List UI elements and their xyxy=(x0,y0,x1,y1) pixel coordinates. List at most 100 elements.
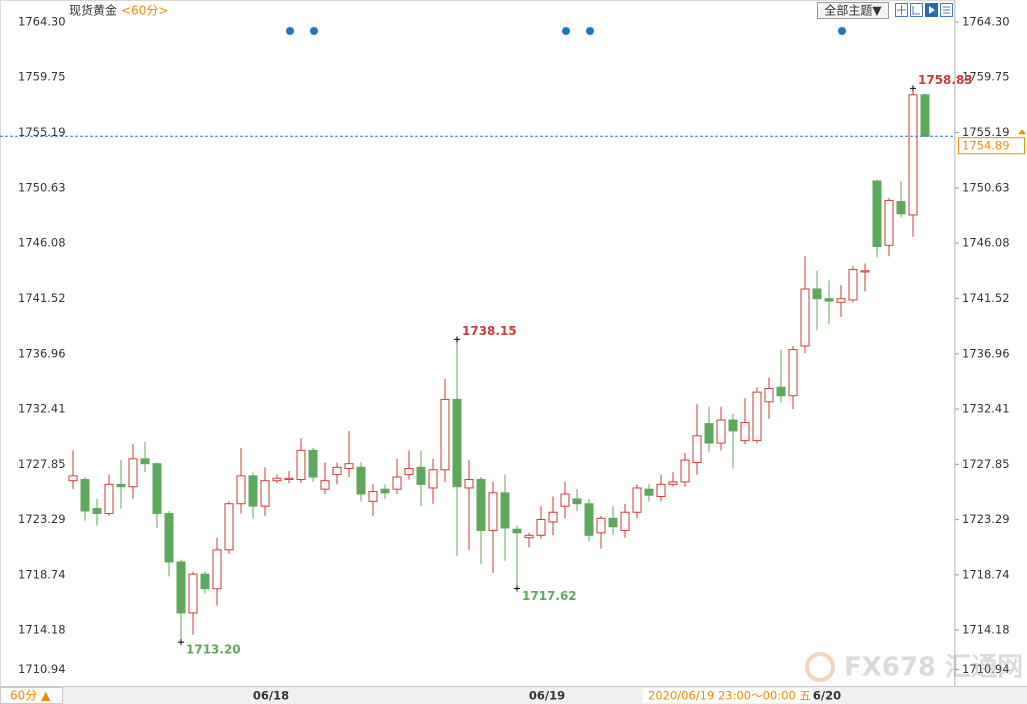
candle-body xyxy=(260,480,270,507)
extreme-cross xyxy=(910,85,916,92)
icon-zoom-glyph xyxy=(912,6,920,15)
period-button[interactable]: 60分 ▲ xyxy=(10,689,51,703)
candle-body xyxy=(848,269,858,301)
candle-body xyxy=(320,480,330,490)
time-label: 2020/06/19 23:00～00:00 五 xyxy=(648,689,811,703)
watermark-text: FX678 汇通网 xyxy=(844,653,1023,683)
candle-body xyxy=(608,517,618,528)
y-tick-label-left: 1750.63 xyxy=(18,180,66,194)
x-tick-label: 06/18 xyxy=(253,689,289,703)
candle-body xyxy=(884,199,894,246)
candle-body xyxy=(764,387,774,403)
candle-body xyxy=(908,94,918,216)
last-price-arrow xyxy=(1018,129,1026,135)
y-tick-label-left: 1727.85 xyxy=(18,457,66,471)
y-tick-label-left: 1714.18 xyxy=(18,623,66,637)
candle-body xyxy=(716,419,726,444)
toolbar-icons[interactable] xyxy=(895,3,953,17)
candle-body xyxy=(776,386,786,397)
candle-body xyxy=(788,349,798,397)
icon-play-glyph xyxy=(929,6,935,14)
candle-body xyxy=(644,488,654,496)
candle-body xyxy=(116,483,126,488)
candle-body xyxy=(248,475,258,507)
extreme-label: 1717.62 xyxy=(522,589,577,603)
candle-body xyxy=(668,481,678,485)
candle-body xyxy=(308,449,318,478)
y-tick-label-left: 1710.94 xyxy=(18,662,66,676)
candle-body xyxy=(812,288,822,300)
candle-body xyxy=(356,466,366,495)
event-dot[interactable] xyxy=(562,27,570,35)
y-tick-label-right: 1723.29 xyxy=(962,512,1010,526)
candle-body xyxy=(68,475,78,482)
candle-body xyxy=(80,478,90,512)
candle-body xyxy=(740,421,750,442)
period-subtitle[interactable]: <60分> xyxy=(121,4,168,18)
candle-body xyxy=(596,517,606,534)
y-tick-label-right: 1759.75 xyxy=(962,70,1010,84)
y-tick-label-left: 1732.41 xyxy=(18,401,66,415)
y-tick-label-left: 1759.75 xyxy=(18,70,66,84)
candle-body xyxy=(620,511,630,531)
extreme-label: 1738.15 xyxy=(462,324,517,338)
y-tick-label-right: 1764.30 xyxy=(962,15,1010,29)
candle-body xyxy=(656,483,666,497)
candle-body xyxy=(632,487,642,513)
candle-body xyxy=(752,391,762,442)
y-tick-label-right: 1732.41 xyxy=(962,401,1010,415)
candle-body xyxy=(416,466,426,485)
y-tick-label-left: 1718.74 xyxy=(18,567,66,581)
icon-settings-glyph xyxy=(943,6,950,14)
bottom-bar xyxy=(0,686,1027,704)
candle-body xyxy=(440,398,450,471)
candle-body xyxy=(800,288,810,347)
candle-body xyxy=(212,549,222,590)
x-tick-label: 06/19 xyxy=(529,689,565,703)
instrument-title: 现货黄金 xyxy=(69,3,117,18)
candle-body xyxy=(128,458,138,488)
y-tick-label-right: 1710.94 xyxy=(962,662,1010,676)
candle-body xyxy=(200,573,210,590)
y-tick-label-right: 1727.85 xyxy=(962,457,1010,471)
event-dot[interactable] xyxy=(838,27,846,35)
event-dot[interactable] xyxy=(586,27,594,35)
icon-zoom[interactable] xyxy=(910,3,923,17)
candle-body xyxy=(860,270,870,273)
candle-body xyxy=(572,498,582,505)
time-label-box xyxy=(643,688,813,703)
candle-body xyxy=(368,491,378,502)
candle-body xyxy=(392,476,402,490)
candle-body xyxy=(536,519,546,536)
extreme-cross xyxy=(514,585,520,592)
event-dot[interactable] xyxy=(310,27,318,35)
candle-body xyxy=(452,398,462,488)
y-tick-label-right: 1736.96 xyxy=(962,346,1010,360)
candle-body xyxy=(104,483,114,514)
candle-body xyxy=(272,477,282,482)
candle-body xyxy=(140,458,150,465)
candle-body xyxy=(176,561,186,614)
y-tick-label-left: 1764.30 xyxy=(18,15,66,29)
candle-body xyxy=(680,459,690,483)
theme-button-box[interactable] xyxy=(817,2,889,19)
extreme-label: 1758.83 xyxy=(918,73,973,87)
y-tick-label-left: 1746.08 xyxy=(18,236,66,250)
theme-button[interactable]: 全部主题▼ xyxy=(824,3,882,18)
candle-body xyxy=(236,475,246,505)
last-price-box xyxy=(958,137,1025,155)
y-tick-label-right: 1741.52 xyxy=(962,291,1010,305)
candle-body xyxy=(428,469,438,489)
plot-layer: 1764.30 1764.30 1759.75 1759.75 1755.19 1755.… xyxy=(0,15,1026,676)
candle-body xyxy=(380,488,390,494)
y-tick-label-left: 1736.96 xyxy=(18,346,66,360)
candle-body xyxy=(584,503,594,536)
y-tick-label-left: 1723.29 xyxy=(18,512,66,526)
candle-body xyxy=(524,534,534,539)
y-tick-label-right: 1714.18 xyxy=(962,623,1010,637)
event-dot[interactable] xyxy=(286,27,294,35)
candle-body xyxy=(92,508,102,514)
